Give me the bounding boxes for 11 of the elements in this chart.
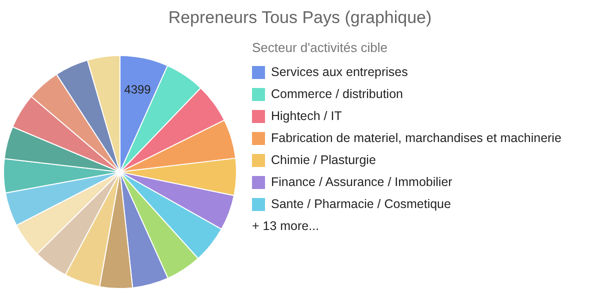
legend-label: Services aux entreprises: [271, 65, 408, 79]
text: + 13 more...: [252, 218, 320, 235]
legend-label: Finance / Assurance / Immobilier: [271, 175, 452, 189]
legend-label: Fabrication de materiel, marchandises et machinerie: [271, 131, 562, 145]
data-label: 4399: [124, 82, 152, 96]
legend-label: Sante / Pharmacie / Cosmetique: [271, 197, 451, 211]
chart-title: Repreneurs Tous Pays (graphique): [167, 8, 433, 28]
legend-label: Chimie / Plasturgie: [271, 153, 376, 167]
legend-label: Hightech / IT: [271, 109, 342, 123]
legend-label: Commerce / distribution: [271, 87, 403, 101]
legend-title: Secteur d'activités cible: [252, 40, 388, 55]
